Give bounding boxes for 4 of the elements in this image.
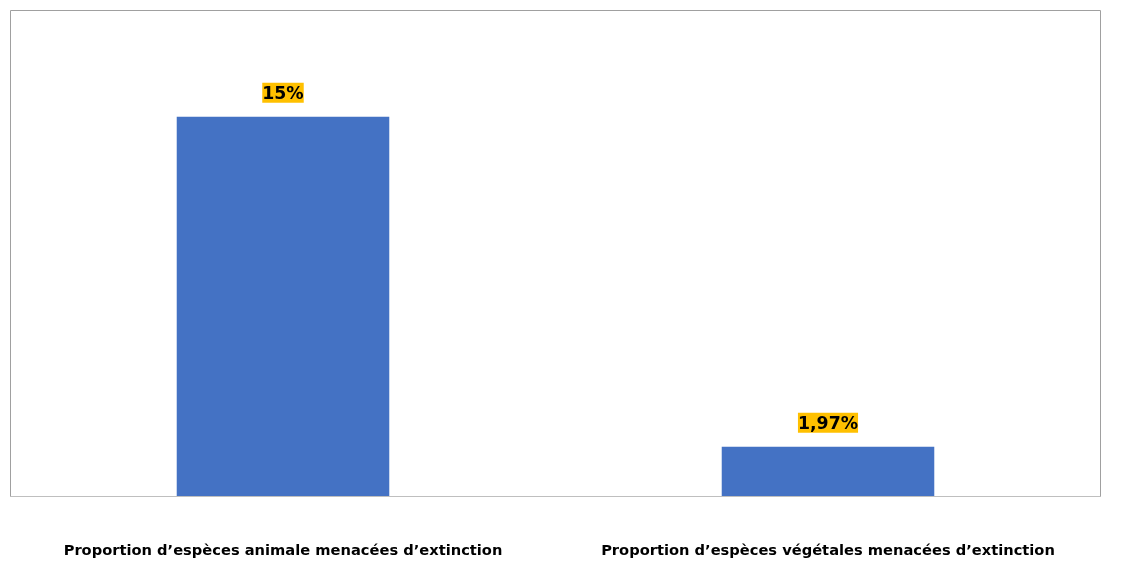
x-tick-label: Proportion d’espèces végétales menacées d’extinction	[601, 540, 1055, 558]
data-label: 1,97%	[797, 412, 859, 433]
data-label: 15%	[262, 82, 304, 103]
x-tick-label: Proportion d’espèces animale menacées d’extinction	[63, 540, 503, 558]
